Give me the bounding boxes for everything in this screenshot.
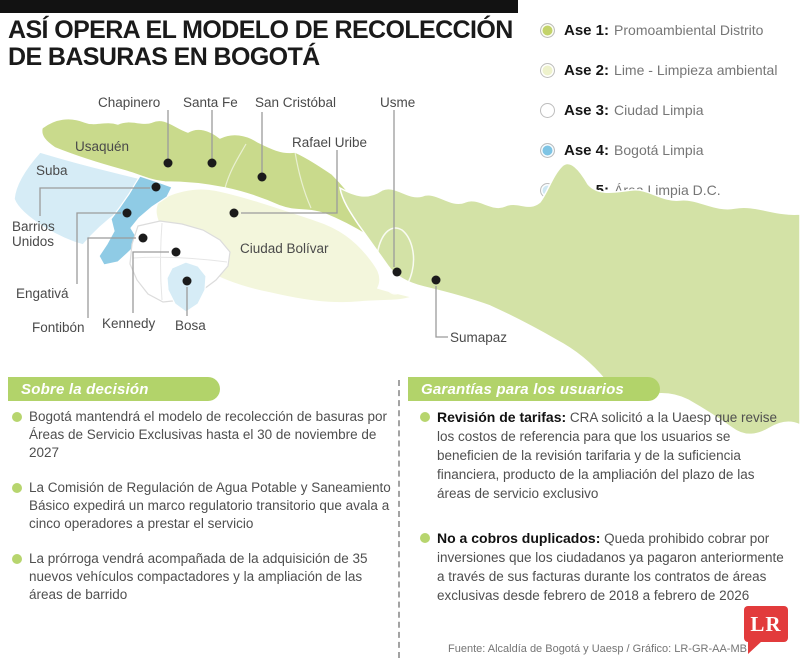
map-dot-barriosunidos [151,182,161,192]
bullet-text: La Comisión de Regulación de Agua Potabl… [29,480,391,531]
map-dot-fontibon [138,233,148,243]
bullet-lead: Revisión de tarifas: [437,409,567,425]
map-dots [122,158,441,286]
map-label-engativa: Engativá [16,286,69,301]
legend-value: Lime - Limpieza ambiental [614,62,778,78]
map-label-santafe: Santa Fe [183,95,238,110]
legend-item-ase4: Ase 4: Bogotá Limpia [540,138,777,162]
map-label-ciudadbolivar: Ciudad Bolívar [240,241,329,256]
map-label-barriosunidos: Barrios Unidos [12,219,55,249]
map-border-band-1 [224,143,312,209]
map-label-usaquen: Usaquén [75,139,130,154]
map-dot-rafaeluribe [229,208,239,218]
section-header-garantias: Garantías para los usuarios [408,377,660,401]
map-dot-engativa [122,208,132,218]
bullet-dot-icon [420,533,430,543]
section-header-decision-label: Sobre la decisión [21,380,149,398]
legend-value: Bogotá Limpia [614,142,704,158]
map-dot-kennedy [171,247,181,257]
map-dot-usme [392,267,402,277]
legend-label: Ase 3: [564,101,610,119]
bullet-item: No a cobros duplicados: Queda prohibido … [420,529,788,605]
map-connector-sumapaz [435,286,448,338]
map-connector-engativa [76,212,121,284]
map-label-sancristobal: San Cristóbal [255,95,337,110]
legend-value: Promoambiental Distrito [614,22,764,38]
top-black-bar [0,0,518,13]
map-label-usme: Usme [380,95,416,110]
lr-logo-tail [748,641,762,654]
bullet-text: Queda prohibido cobrar por inversiones q… [437,531,784,603]
bullet-item: Revisión de tarifas: CRA solicitó a la U… [420,408,788,503]
bullet-dot-icon [420,412,430,422]
map-border-white-internal [132,222,228,301]
lr-logo: LR [744,606,788,642]
map-connectors [39,110,448,338]
legend-label: Ase 2: [564,61,610,79]
bullet-dot-icon [12,412,22,422]
map-dot-santafe [207,158,217,168]
bullet-lead: No a cobros duplicados: [437,530,601,546]
map-label-chapinero: Chapinero [98,95,161,110]
garantias-bullet-list: Revisión de tarifas: CRA solicitó a la U… [420,408,788,631]
bullet-text: Bogotá mantendrá el modelo de recolecció… [29,409,387,460]
map-connector-barriosunidos [39,187,150,216]
map-dot-sumapaz [431,275,441,285]
map-label-fontibon: Fontibón [32,320,85,335]
legend-item-ase2: Ase 2: Lime - Limpieza ambiental [540,58,777,82]
page-title-line2: DE BASURAS EN BOGOTÁ [8,43,320,71]
map-connector-rafaeluribe [241,150,338,214]
map-label-suba: Suba [36,163,68,178]
map-connector-fontibon [87,237,136,318]
map-connector-kennedy [132,251,169,313]
map-dot-chapinero [163,158,173,168]
source-credit: Fuente: Alcaldía de Bogotá y Uaesp / Grá… [448,643,747,655]
page-title-line1: ASÍ OPERA EL MODELO DE RECOLECCIÓN [8,16,513,44]
map-dot-sancristobal [257,172,267,182]
decision-bullet-list: Bogotá mantendrá el modelo de recolecció… [12,408,394,621]
bullet-dot-icon [12,554,22,564]
section-header-decision: Sobre la decisión [8,377,220,401]
legend-item-ase3: Ase 3: Ciudad Limpia [540,98,777,122]
bullet-text: La prórroga vendrá acompañada de la adqu… [29,551,368,602]
map-region-ase5-suba [13,151,151,246]
legend-label: Ase 4: [564,141,610,159]
map-label-rafaeluribe: Rafael Uribe [292,135,368,150]
map-region-ase4-wedge [98,175,173,266]
legend-value: Ciudad Limpia [614,102,704,118]
legend-color-dot-icon [540,62,555,78]
legend-color-dot-icon [540,22,555,38]
map-label-kennedy: Kennedy [102,316,156,331]
bullet-dot-icon [12,483,22,493]
legend-color-dot-icon [540,102,555,118]
map-dot-bosa [182,276,192,286]
legend-color-dot-icon [540,142,555,158]
legend-item-ase1: Ase 1: Promoambiental Distrito [540,18,777,42]
bullet-item: La prórroga vendrá acompañada de la adqu… [12,550,394,604]
bullet-item: La Comisión de Regulación de Agua Potabl… [12,479,394,533]
legend-label: Ase 1: [564,21,610,39]
column-divider [398,380,400,658]
map-label-sumapaz: Sumapaz [450,330,508,345]
bullet-text: CRA solicitó a la Uaesp que revise los c… [437,410,778,501]
map-label-bosa: Bosa [175,318,206,333]
section-header-garantias-label: Garantías para los usuarios [421,380,624,398]
page-title: ASÍ OPERA EL MODELO DE RECOLECCIÓN DE BA… [8,17,528,71]
bullet-item: Bogotá mantendrá el modelo de recolecció… [12,408,394,462]
